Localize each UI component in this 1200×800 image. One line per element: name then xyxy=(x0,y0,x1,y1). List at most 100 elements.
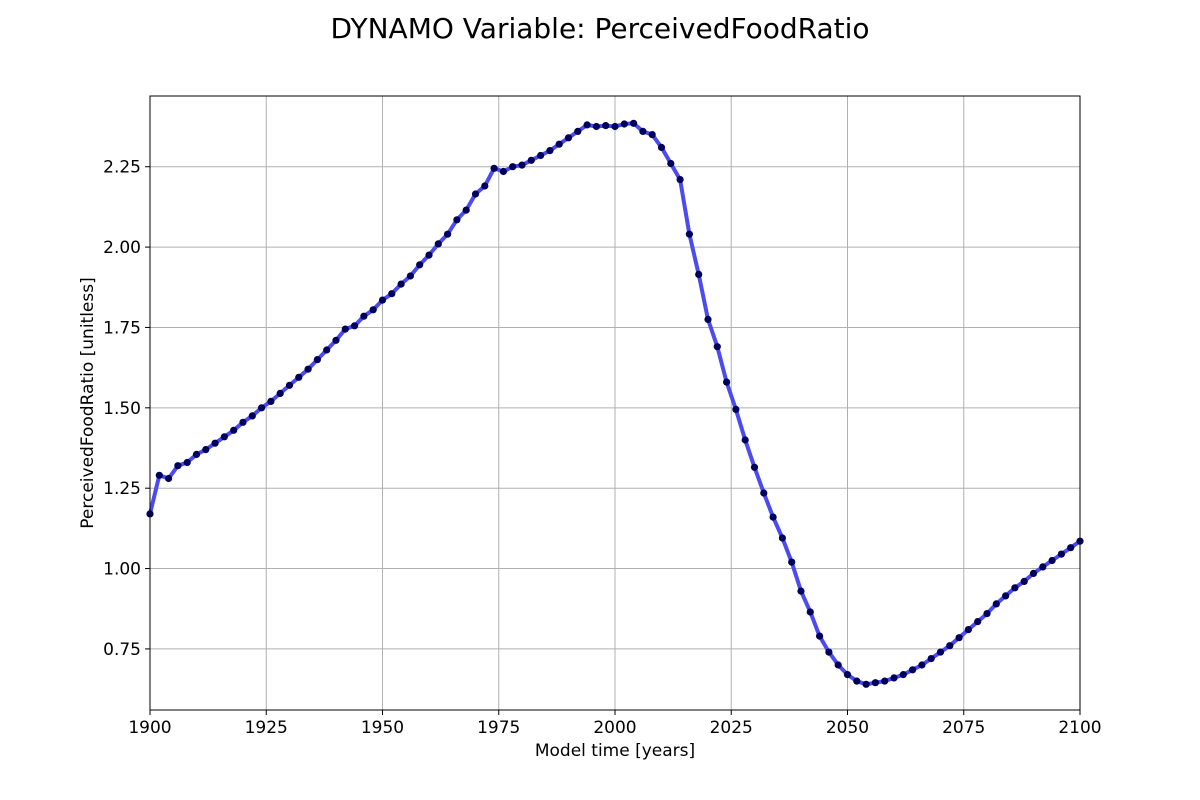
data-point xyxy=(285,381,294,389)
data-point xyxy=(323,346,331,354)
chart-title: DYNAMO Variable: PerceivedFoodRatio xyxy=(330,12,869,45)
x-tick-label: 2050 xyxy=(826,718,869,738)
data-point xyxy=(378,296,387,304)
data-point xyxy=(155,471,163,479)
x-tick-label: 1900 xyxy=(128,718,171,738)
y-tick-label: 1.00 xyxy=(103,560,141,580)
y-axis-label: PerceivedFoodRatio [unitless] xyxy=(78,277,98,528)
data-point xyxy=(592,122,601,131)
data-point xyxy=(992,600,1000,608)
data-point xyxy=(434,240,442,248)
data-point xyxy=(602,122,610,130)
data-point xyxy=(648,131,656,139)
data-point xyxy=(406,272,414,280)
data-point xyxy=(806,608,814,616)
x-tick-label: 2100 xyxy=(1058,718,1101,738)
data-point xyxy=(313,356,321,364)
data-point xyxy=(899,671,907,679)
ticks: 1900 1925 1950 1975 2000 2025 2050 2075 2100 0.75… xyxy=(103,158,1101,738)
data-point xyxy=(983,610,991,618)
data-point xyxy=(453,216,461,224)
data-point xyxy=(871,679,880,687)
data-point xyxy=(778,534,787,542)
data-point xyxy=(165,474,173,483)
data-point xyxy=(825,648,833,656)
x-tick-label: 1950 xyxy=(361,718,404,738)
y-tick-label: 1.75 xyxy=(103,318,141,338)
data-point xyxy=(862,680,870,688)
data-point xyxy=(657,143,666,151)
y-tick-label: 1.50 xyxy=(103,399,141,419)
data-point xyxy=(481,182,489,190)
data-point xyxy=(258,404,266,412)
data-point xyxy=(927,655,935,663)
data-point xyxy=(704,315,712,323)
data-point xyxy=(630,119,638,127)
data-point xyxy=(220,433,228,441)
data-point xyxy=(276,389,284,397)
y-tick-label: 2.00 xyxy=(103,238,141,258)
data-point xyxy=(788,558,796,566)
data-point xyxy=(462,206,470,214)
data-point xyxy=(1020,577,1028,586)
data-point xyxy=(843,671,852,679)
data-point xyxy=(816,632,824,640)
data-point xyxy=(202,446,210,454)
data-point xyxy=(555,140,563,148)
data-point xyxy=(564,134,573,142)
data-point xyxy=(741,436,749,444)
x-tick-label: 1925 xyxy=(245,718,288,738)
data-point xyxy=(936,648,945,656)
data-point xyxy=(351,322,359,330)
data-point xyxy=(890,674,898,682)
data-point xyxy=(174,462,182,470)
data-point xyxy=(425,251,433,259)
data-point xyxy=(1067,544,1075,552)
data-point xyxy=(797,587,805,595)
data-point xyxy=(723,378,731,386)
x-tick-label: 2000 xyxy=(593,718,636,738)
data-point xyxy=(955,634,963,642)
data-point xyxy=(518,161,526,169)
data-point xyxy=(211,439,219,447)
data-point xyxy=(760,489,768,497)
series-layer xyxy=(146,119,1084,688)
data-point xyxy=(192,450,201,458)
y-tick-label: 1.25 xyxy=(103,479,141,499)
grid xyxy=(149,96,1081,710)
data-point xyxy=(732,405,740,413)
data-point xyxy=(248,412,256,420)
data-point xyxy=(416,261,424,269)
data-point xyxy=(695,270,703,278)
y-tick-label: 2.25 xyxy=(103,158,141,178)
data-point xyxy=(332,336,340,344)
data-point xyxy=(471,190,480,198)
data-point xyxy=(239,418,247,426)
data-point xyxy=(1011,584,1019,592)
data-point xyxy=(964,626,973,634)
data-point xyxy=(667,159,675,168)
x-tick-label: 2025 xyxy=(710,718,753,738)
data-point xyxy=(341,325,349,333)
data-point xyxy=(685,230,694,238)
data-point xyxy=(909,666,917,674)
data-point xyxy=(388,290,396,298)
data-point xyxy=(676,176,684,184)
data-point xyxy=(1057,550,1065,558)
data-point xyxy=(527,156,535,164)
data-point xyxy=(974,618,982,626)
data-point xyxy=(1039,563,1047,571)
data-point xyxy=(713,343,721,351)
data-point xyxy=(639,127,647,135)
data-point xyxy=(574,127,582,135)
data-point xyxy=(834,661,842,669)
data-point xyxy=(183,458,191,467)
y-tick-label: 0.75 xyxy=(103,640,141,660)
x-tick-label: 2075 xyxy=(942,718,985,738)
data-point xyxy=(360,312,368,320)
data-point xyxy=(546,147,554,155)
data-point xyxy=(918,661,926,669)
data-point xyxy=(1029,569,1038,578)
x-tick-label: 1975 xyxy=(477,718,520,738)
data-point xyxy=(444,230,452,238)
